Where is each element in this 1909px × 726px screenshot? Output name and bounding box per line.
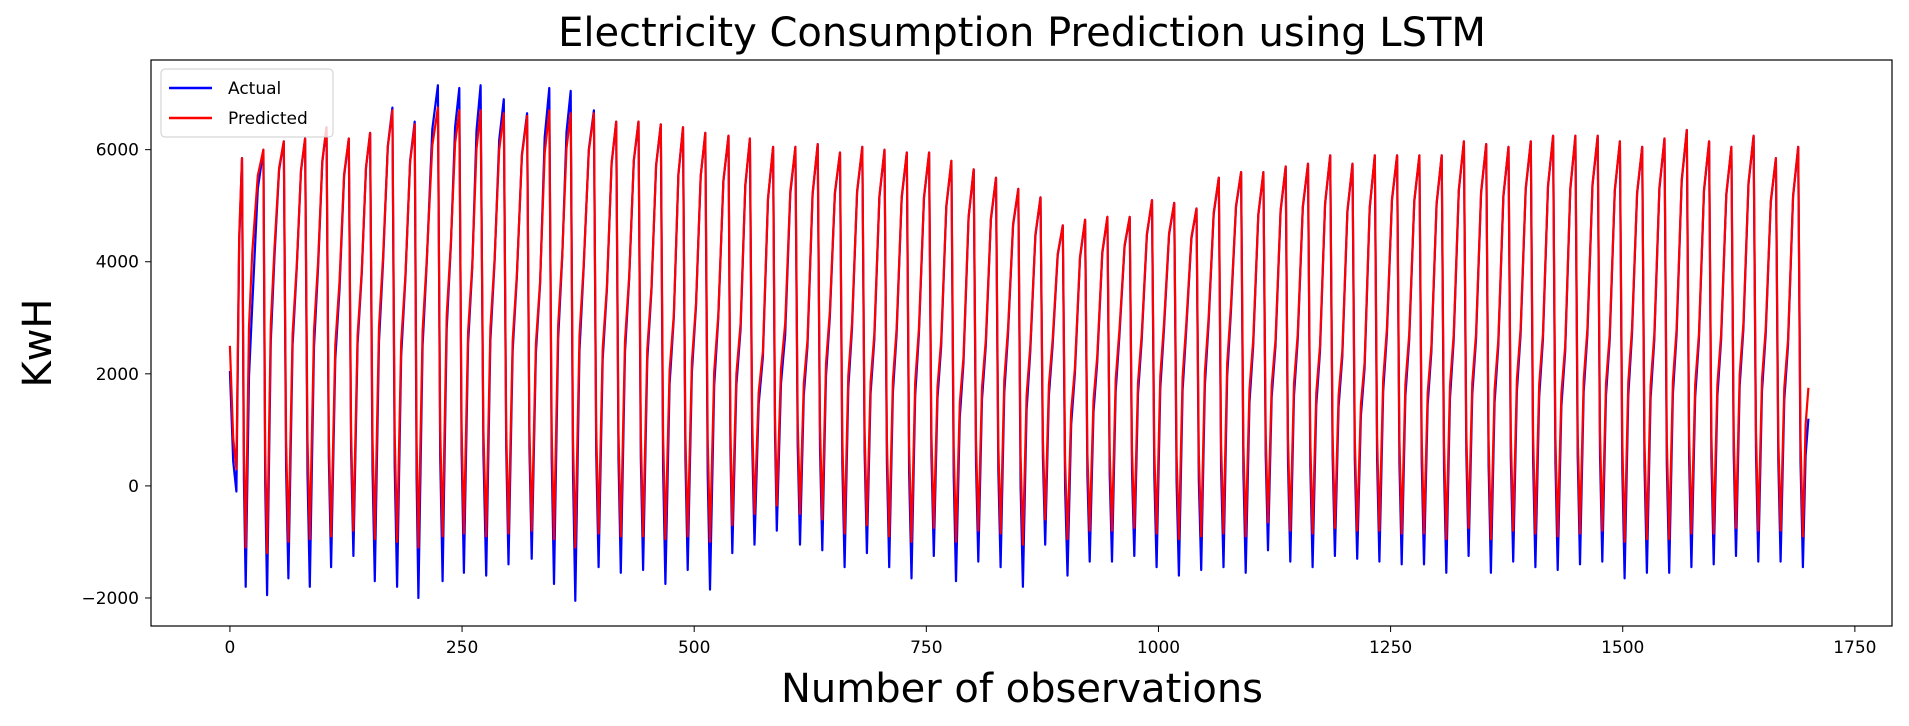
y-axis: −2000 0 2000 4000 6000 xyxy=(81,141,151,609)
y-tick-label: 4000 xyxy=(96,253,139,273)
x-axis: 0 250 500 750 1000 1250 1500 1750 xyxy=(225,626,1876,658)
x-tick-label: 1250 xyxy=(1369,638,1412,658)
x-tick-label: 1750 xyxy=(1833,638,1876,658)
x-tick-label: 0 xyxy=(225,638,236,658)
x-axis-label: Number of observations xyxy=(781,666,1263,712)
y-axis-label: KwH xyxy=(15,298,61,387)
y-tick-label: −2000 xyxy=(81,589,139,609)
plot-area xyxy=(228,84,1810,602)
plot-frame xyxy=(150,59,1893,627)
x-tick-label: 750 xyxy=(910,638,942,658)
legend-box xyxy=(160,68,334,138)
x-tick-label: 250 xyxy=(446,638,478,658)
x-tick-label: 1500 xyxy=(1601,638,1644,658)
x-tick-label: 1000 xyxy=(1137,638,1180,658)
y-tick-label: 0 xyxy=(128,477,139,497)
legend-label-predicted: Predicted xyxy=(228,109,308,129)
series-line-predicted xyxy=(228,106,1810,555)
x-tick-label: 500 xyxy=(678,638,710,658)
y-tick-label: 6000 xyxy=(96,141,139,161)
legend-label-actual: Actual xyxy=(228,79,281,99)
y-tick-label: 2000 xyxy=(96,365,139,385)
chart-title: Electricity Consumption Prediction using… xyxy=(558,10,1486,56)
legend: Actual Predicted xyxy=(160,68,334,138)
